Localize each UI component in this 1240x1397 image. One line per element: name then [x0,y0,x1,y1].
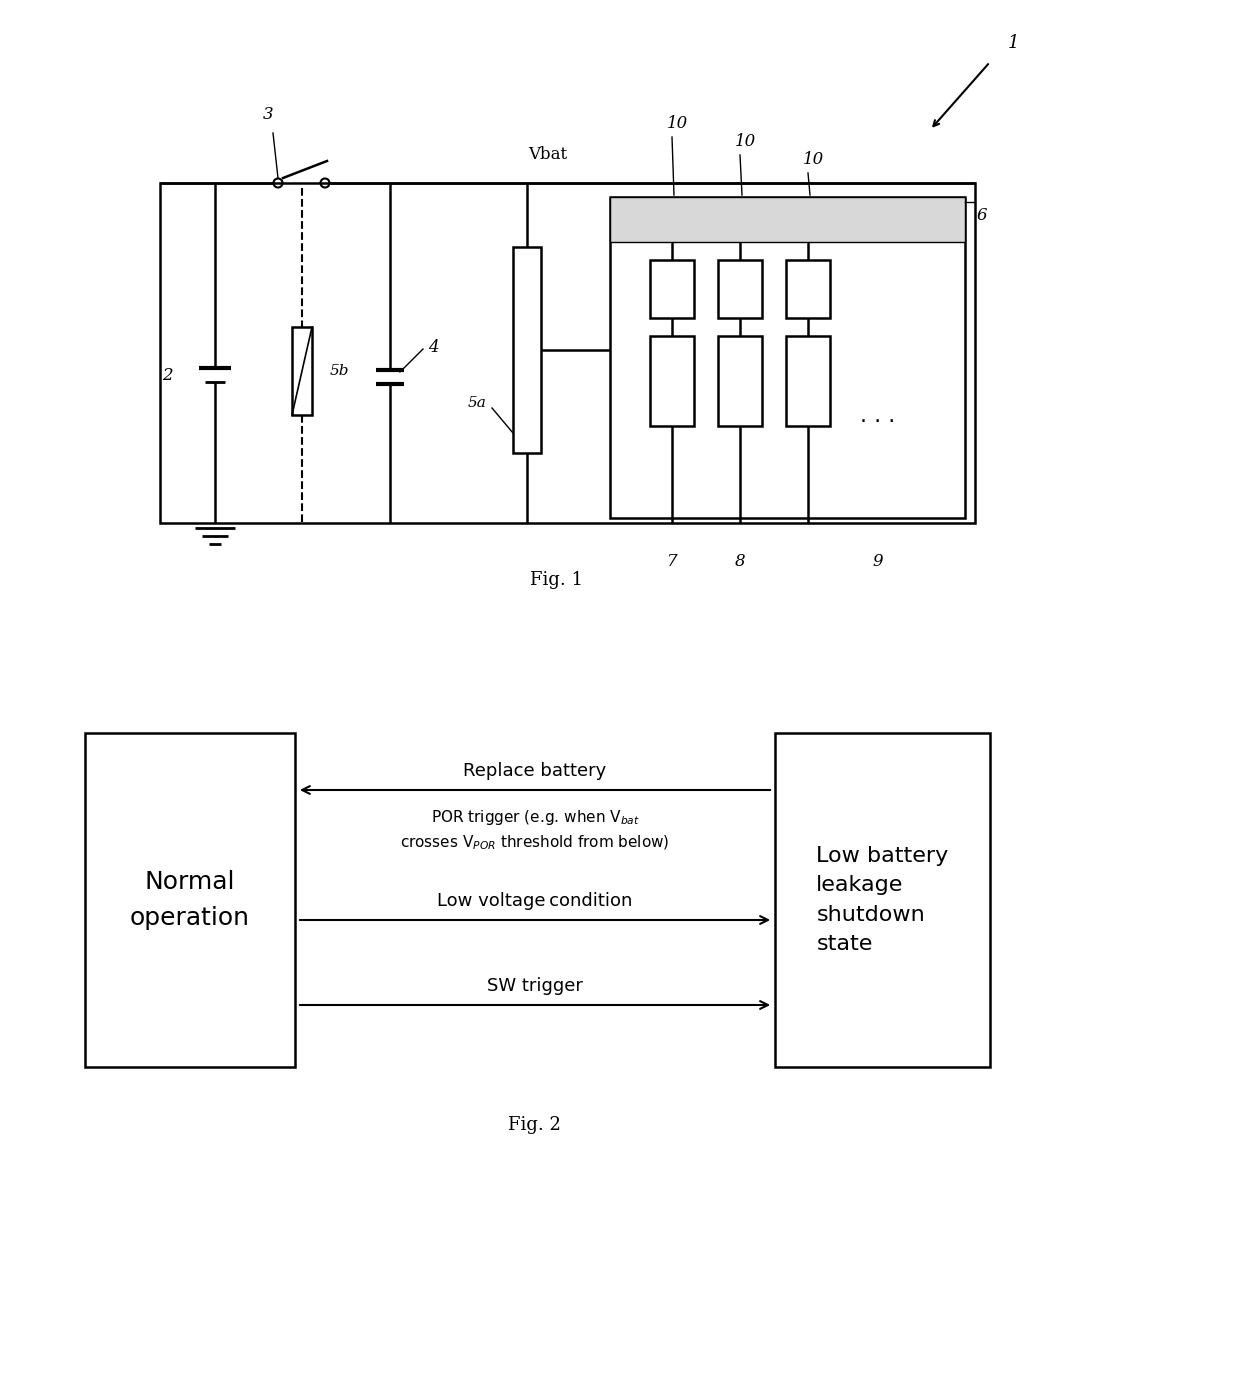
Text: 9: 9 [873,553,883,570]
Bar [775,733,990,1067]
Text: · · ·: · · · [861,412,895,432]
Bar [610,197,965,518]
Text: POR trigger (e.g. when V$_{bat}$: POR trigger (e.g. when V$_{bat}$ [430,807,640,827]
Text: 5b: 5b [330,365,350,379]
Bar [718,260,763,319]
Bar [718,337,763,426]
Bar [291,327,312,415]
Bar [650,260,694,319]
Text: 5a: 5a [467,395,486,409]
Text: Vbat: Vbat [528,147,568,163]
Text: Fig. 2: Fig. 2 [507,1116,560,1134]
Text: SW trigger: SW trigger [487,977,583,995]
Text: Fig. 1: Fig. 1 [529,571,583,590]
Text: Replace battery: Replace battery [464,761,606,780]
Text: 10: 10 [802,151,823,168]
Text: Low voltage condition: Low voltage condition [438,893,632,909]
Text: Low battery
leakage
shutdown
state: Low battery leakage shutdown state [816,845,949,954]
Text: 10: 10 [734,133,755,149]
Bar [786,260,830,319]
Text: 8: 8 [734,553,745,570]
Text: crosses V$_{POR}$ threshold from below): crosses V$_{POR}$ threshold from below) [401,834,670,852]
Text: 1: 1 [1008,34,1019,52]
Bar [86,733,295,1067]
Bar [160,183,975,522]
Bar [786,337,830,426]
Text: Normal
operation: Normal operation [130,870,250,929]
Bar [513,247,541,453]
Text: 7: 7 [667,553,677,570]
Text: 10: 10 [666,115,688,131]
Bar [610,197,965,242]
Bar [650,337,694,426]
Text: 3: 3 [263,106,273,123]
Text: 2: 2 [161,366,172,384]
Text: 4: 4 [428,338,439,355]
Text: 6: 6 [977,207,987,224]
